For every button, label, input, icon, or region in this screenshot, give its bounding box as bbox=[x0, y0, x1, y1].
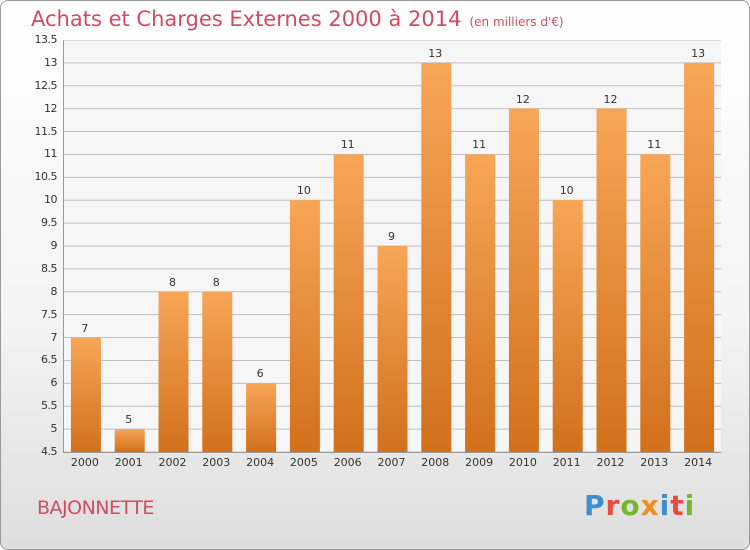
bar-value-label: 11 bbox=[647, 138, 662, 152]
bar-2013 bbox=[640, 154, 671, 452]
bar-2011 bbox=[552, 200, 583, 452]
logo-letter: o bbox=[620, 489, 641, 522]
x-tick-label: 2001 bbox=[114, 456, 143, 469]
bar-value-label: 8 bbox=[212, 275, 220, 289]
y-tick-label: 13.5 bbox=[34, 33, 58, 46]
x-tick-label: 2007 bbox=[377, 456, 406, 469]
y-tick-label: 7.5 bbox=[41, 307, 58, 321]
y-tick-label: 4.5 bbox=[41, 445, 58, 458]
x-tick-label: 2012 bbox=[596, 456, 625, 469]
bar-value-label: 12 bbox=[603, 92, 618, 106]
logo-letter: i bbox=[659, 489, 671, 522]
y-tick-label: 11 bbox=[44, 147, 58, 161]
proxiti-logo: Proxiti bbox=[584, 489, 695, 522]
bar-value-label: 8 bbox=[169, 275, 176, 289]
bar-value-label: 9 bbox=[388, 230, 395, 243]
bar-2009 bbox=[465, 154, 496, 452]
logo-letter: x bbox=[640, 489, 660, 522]
y-tick-label: 9.5 bbox=[41, 216, 58, 230]
y-tick-label: 7 bbox=[50, 330, 58, 344]
y-tick-label: 8 bbox=[50, 284, 58, 298]
bar-2004 bbox=[246, 383, 277, 452]
bar-value-label: 11 bbox=[340, 138, 355, 152]
bar-2002 bbox=[158, 291, 189, 452]
chart-title-text: Achats et Charges Externes 2000 à 2014 bbox=[31, 7, 462, 31]
bar-2005 bbox=[289, 200, 320, 452]
bar-2003 bbox=[202, 291, 233, 452]
commune-name: BAJONNETTE bbox=[37, 497, 154, 519]
x-tick-label: 2011 bbox=[552, 456, 581, 469]
y-tick-label: 12 bbox=[44, 101, 58, 115]
x-tick-label: 2004 bbox=[246, 456, 275, 469]
bar-value-label: 5 bbox=[125, 413, 133, 427]
y-tick-label: 11.5 bbox=[34, 124, 58, 138]
x-tick-label: 2002 bbox=[158, 456, 187, 469]
logo-letter: i bbox=[684, 489, 696, 522]
bar-chart-svg bbox=[64, 39, 721, 453]
bar-2001 bbox=[114, 429, 145, 452]
bar-value-label: 10 bbox=[559, 184, 574, 198]
bar-2012 bbox=[596, 108, 627, 453]
x-tick-label: 2010 bbox=[508, 456, 537, 469]
logo-letter: r bbox=[605, 489, 621, 522]
bar-2007 bbox=[377, 246, 408, 452]
x-tick-label: 2013 bbox=[640, 456, 669, 469]
y-tick-label: 8.5 bbox=[41, 261, 58, 275]
logo-letter: P bbox=[584, 489, 606, 522]
y-tick-label: 10.5 bbox=[34, 170, 58, 184]
y-tick-label: 6 bbox=[50, 376, 58, 390]
y-tick-label: 5 bbox=[50, 422, 58, 436]
y-tick-label: 13 bbox=[44, 55, 58, 69]
bar-value-label: 6 bbox=[256, 367, 264, 381]
y-tick-label: 9 bbox=[50, 239, 58, 252]
bar-2014 bbox=[684, 62, 715, 453]
bar-value-label: 11 bbox=[472, 138, 487, 152]
chart-title: Achats et Charges Externes 2000 à 2014 (e… bbox=[31, 7, 564, 31]
bar-value-label: 13 bbox=[428, 46, 443, 60]
bar-value-label: 7 bbox=[81, 321, 89, 335]
chart-subtitle: (en milliers d'€) bbox=[469, 15, 564, 29]
x-tick-label: 2000 bbox=[70, 456, 99, 469]
x-tick-label: 2003 bbox=[202, 456, 231, 469]
plot-area bbox=[63, 39, 721, 453]
bar-value-label: 12 bbox=[515, 92, 530, 106]
y-tick-label: 5.5 bbox=[41, 399, 58, 413]
x-tick-label: 2006 bbox=[333, 456, 362, 469]
x-tick-label: 2008 bbox=[421, 456, 450, 469]
bar-2000 bbox=[70, 337, 101, 452]
logo-letter: t bbox=[670, 489, 685, 522]
bar-value-label: 13 bbox=[691, 46, 706, 60]
y-tick-label: 12.5 bbox=[34, 78, 58, 92]
y-tick-label: 6.5 bbox=[41, 353, 58, 367]
x-tick-label: 2009 bbox=[465, 456, 494, 469]
bar-2008 bbox=[421, 62, 452, 453]
x-tick-label: 2005 bbox=[289, 456, 318, 469]
bar-2010 bbox=[508, 108, 539, 453]
x-tick-label: 2014 bbox=[684, 456, 713, 469]
y-tick-label: 10 bbox=[44, 193, 58, 207]
bar-value-label: 10 bbox=[296, 184, 311, 198]
bar-2006 bbox=[333, 154, 364, 452]
